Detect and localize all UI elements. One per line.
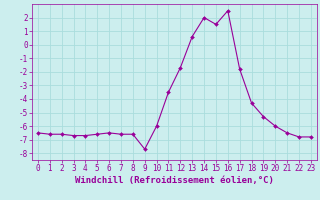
- X-axis label: Windchill (Refroidissement éolien,°C): Windchill (Refroidissement éolien,°C): [75, 176, 274, 185]
